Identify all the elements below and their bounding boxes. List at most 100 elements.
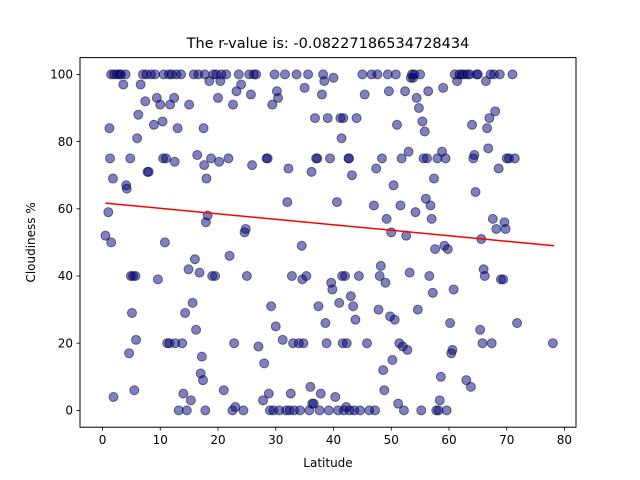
x-tick-label: 10	[153, 433, 168, 447]
data-point	[120, 69, 131, 80]
data-point	[152, 274, 163, 285]
data-point	[389, 314, 400, 325]
data-point	[330, 391, 341, 402]
data-point	[121, 183, 132, 194]
data-point	[490, 106, 501, 117]
data-point	[370, 405, 381, 416]
data-point	[183, 264, 194, 275]
data-point	[465, 381, 476, 392]
data-point	[371, 163, 382, 174]
data-point	[176, 69, 187, 80]
data-point	[381, 213, 392, 224]
data-point	[303, 69, 314, 80]
data-point	[201, 173, 212, 184]
data-point	[263, 388, 274, 399]
data-point	[181, 405, 192, 416]
data-point	[266, 301, 277, 312]
data-point	[375, 260, 386, 271]
y-tick-label: 40	[58, 269, 73, 283]
data-point	[390, 69, 401, 80]
y-tick-label: 80	[58, 135, 73, 149]
y-axis-label: Cloudiness %	[24, 202, 38, 282]
data-point	[404, 267, 415, 278]
data-point	[285, 388, 296, 399]
data-point	[345, 291, 356, 302]
data-point	[169, 156, 180, 167]
data-point	[402, 344, 413, 355]
data-point	[194, 267, 205, 278]
data-point	[314, 405, 325, 416]
data-point	[157, 116, 168, 127]
data-point	[378, 365, 389, 376]
data-point	[461, 375, 472, 386]
data-point	[350, 314, 361, 325]
data-point	[427, 287, 438, 298]
data-point	[388, 180, 399, 191]
data-point	[229, 338, 240, 349]
data-point	[441, 405, 452, 416]
data-point	[236, 79, 247, 90]
data-point	[295, 405, 305, 416]
data-point	[395, 200, 406, 211]
data-point	[277, 334, 288, 345]
chart-title: The r-value is: -0.08227186534728434	[186, 36, 470, 52]
data-point	[359, 89, 370, 100]
data-point	[197, 375, 208, 386]
data-point	[500, 223, 511, 234]
data-point	[118, 79, 129, 90]
data-point	[400, 86, 411, 97]
data-point	[320, 318, 331, 329]
data-point	[419, 126, 430, 137]
data-point	[291, 69, 302, 80]
data-point	[210, 271, 221, 281]
data-point	[259, 358, 270, 369]
data-point	[273, 92, 284, 103]
x-tick-label: 40	[326, 433, 341, 447]
data-point	[100, 230, 111, 241]
regression-line	[105, 202, 555, 247]
data-point	[351, 113, 362, 124]
y-tick-label: 20	[58, 336, 73, 350]
data-point	[498, 274, 509, 285]
data-point	[386, 227, 397, 238]
data-point	[334, 297, 345, 308]
data-point	[341, 338, 352, 349]
data-points	[100, 69, 558, 416]
data-point	[262, 153, 273, 164]
x-axis-ticks: 0 10 20 30 40 50 60 70 80	[99, 427, 572, 447]
data-point	[494, 69, 505, 80]
data-point	[340, 271, 351, 281]
data-point	[430, 244, 441, 255]
data-point	[440, 153, 451, 164]
data-point	[298, 338, 309, 349]
data-point	[241, 271, 252, 281]
data-point	[159, 237, 170, 248]
data-point	[448, 284, 459, 295]
data-point	[231, 86, 242, 97]
data-point	[192, 150, 203, 161]
data-point	[305, 381, 316, 392]
data-point	[214, 156, 225, 167]
data-point	[178, 388, 189, 399]
data-point	[323, 405, 334, 416]
data-point	[269, 69, 280, 80]
data-point	[422, 153, 433, 164]
data-point	[316, 89, 327, 100]
data-point	[108, 391, 119, 402]
x-tick-label: 70	[499, 433, 514, 447]
data-point	[336, 133, 347, 144]
y-tick-label: 0	[65, 404, 73, 418]
data-point	[467, 119, 478, 130]
data-point	[469, 150, 480, 161]
data-point	[223, 153, 234, 164]
data-point	[509, 153, 520, 164]
data-point	[403, 146, 414, 157]
data-point	[213, 92, 223, 103]
y-tick-label: 60	[58, 202, 73, 216]
data-point	[374, 271, 385, 281]
data-point	[189, 254, 200, 265]
data-point	[296, 240, 307, 251]
data-point	[393, 398, 404, 409]
data-point	[161, 153, 172, 164]
data-point	[133, 109, 144, 120]
